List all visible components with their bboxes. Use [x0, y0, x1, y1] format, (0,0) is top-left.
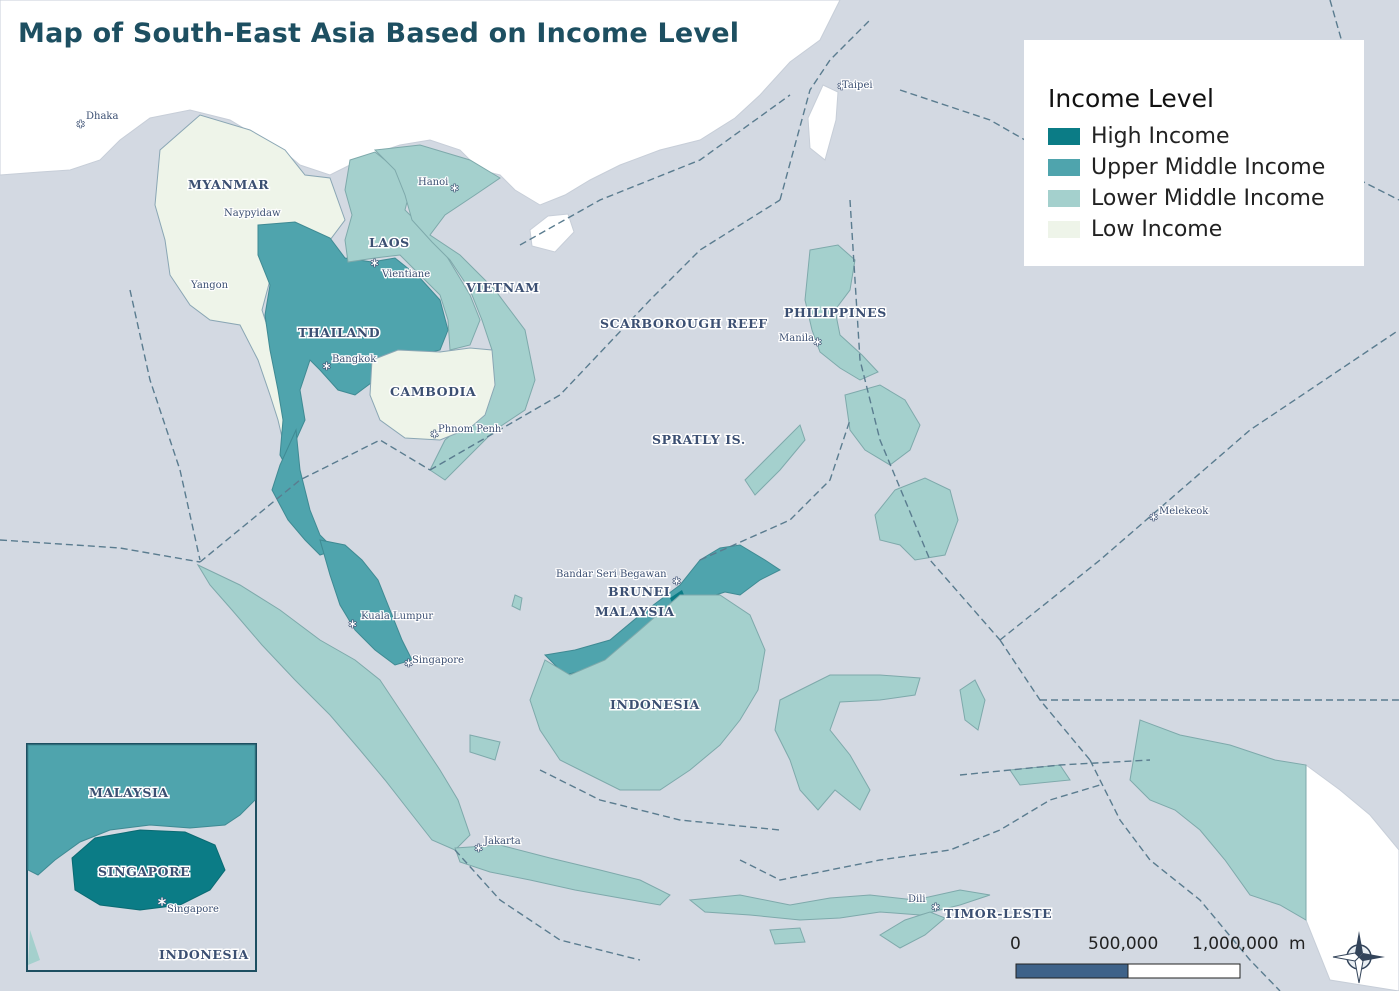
- label-city-bandar-seri-begawan: Bandar Seri Begawan: [556, 569, 667, 580]
- indonesia-sumatra: [196, 563, 471, 851]
- inset-label-malaysia: MALAYSIA: [89, 785, 169, 800]
- asterisk-star-icon: ✱: [157, 895, 167, 909]
- legend-item-high-income: High Income: [1048, 121, 1364, 152]
- thailand-country: [257, 221, 449, 472]
- label-laos: LAOS: [369, 235, 410, 250]
- legend-label: Low Income: [1091, 217, 1223, 242]
- legend-label: Upper Middle Income: [1091, 155, 1326, 180]
- cambodia-country: [369, 347, 496, 441]
- inset-singapore: [71, 829, 226, 911]
- legend-swatch: [1048, 159, 1080, 176]
- inset-label-singapore: SINGAPORE: [98, 864, 190, 879]
- label-timor-leste: TIMOR-LESTE: [944, 906, 1052, 921]
- philippines-luzon: [804, 244, 879, 381]
- taiwan: [807, 84, 839, 161]
- philippines-mindanao: [874, 477, 959, 561]
- scale-tick-0: 0: [1010, 934, 1021, 954]
- scale-bar: [1015, 963, 1241, 979]
- indonesia-java: [454, 844, 671, 906]
- label-city-vientiane: Vientiane: [381, 269, 430, 280]
- legend-label: High Income: [1091, 124, 1230, 149]
- indonesia-timor: [879, 911, 946, 949]
- asterisk-star-icon: ✱: [404, 657, 413, 670]
- label-vietnam: VIETNAM: [465, 280, 540, 295]
- indonesia-lesser-sunda: [688, 889, 991, 921]
- inset-malaysia: [27, 744, 256, 876]
- asterisk-star-icon: ✱: [430, 428, 439, 441]
- label-city-hanoi: Hanoi: [418, 177, 448, 188]
- china-landmass: [0, 0, 841, 206]
- philippines-visayas: [844, 384, 921, 466]
- asterisk-star-icon: ✱: [813, 336, 822, 349]
- scale-tick-1000000: 1,000,000: [1192, 934, 1279, 954]
- label-city-singapore: Singapore: [412, 655, 464, 666]
- asterisk-star-icon: ✱: [450, 182, 459, 195]
- indonesia-sumba: [769, 927, 806, 945]
- compass-rose-icon: [1332, 931, 1385, 984]
- label-city-phnom-penh: Phnom Penh: [438, 424, 502, 435]
- legend-item-low-income: Low Income: [1048, 214, 1364, 245]
- label-scarborough-reef: SCARBOROUGH REEF: [600, 316, 768, 331]
- vietnam-country: [373, 144, 536, 481]
- label-philippines: PHILIPPINES: [784, 305, 887, 320]
- label-city-naypyidaw: Naypyidaw: [224, 208, 281, 219]
- label-city-kuala-lumpur: Kuala Lumpur: [361, 611, 433, 622]
- label-city-bangkok: Bangkok: [332, 354, 377, 365]
- asterisk-star-icon: ✱: [76, 118, 85, 131]
- legend-title: Income Level: [1048, 84, 1214, 113]
- inset-label-singapore-city: Singapore: [167, 904, 219, 915]
- label-indonesia: INDONESIA: [610, 697, 700, 712]
- legend: Income Level High Income Upper Middle In…: [1024, 40, 1364, 266]
- asterisk-star-icon: ✱: [672, 575, 681, 588]
- inset-label-indonesia: INDONESIA: [159, 947, 249, 962]
- legend-item-upper-middle-income: Upper Middle Income: [1048, 152, 1364, 183]
- label-brunei: BRUNEI: [608, 584, 670, 599]
- legend-item-lower-middle-income: Lower Middle Income: [1048, 183, 1364, 214]
- thai-peninsula: [271, 428, 336, 556]
- inset-indonesia-islet: [28, 930, 40, 965]
- scale-unit: m: [1289, 934, 1306, 954]
- asterisk-star-icon: ✱: [474, 842, 483, 855]
- indonesia-maluku: [959, 679, 986, 731]
- indonesia-kalimantan: [529, 594, 766, 791]
- legend-swatch: [1048, 221, 1080, 238]
- label-spratly-islands: SPRATLY IS.: [652, 432, 746, 447]
- legend-label: Lower Middle Income: [1091, 186, 1325, 211]
- label-myanmar: MYANMAR: [188, 177, 269, 192]
- label-city-yangon: Yangon: [190, 280, 229, 291]
- indonesia-papua: [1129, 719, 1307, 921]
- label-city-taipei: Taipei: [842, 80, 873, 91]
- hainan: [529, 213, 575, 253]
- scale-tick-500000: 500,000: [1088, 934, 1159, 954]
- label-malaysia: MALAYSIA: [595, 604, 675, 619]
- bangka-island: [469, 734, 501, 761]
- legend-swatch: [1048, 190, 1080, 207]
- indonesia-sulawesi: [774, 674, 921, 811]
- asterisk-star-icon: ✱: [837, 80, 846, 93]
- label-city-melekeok: Melekeok: [1159, 506, 1209, 517]
- asterisk-star-icon: ✱: [348, 618, 357, 631]
- label-city-jakarta: Jakarta: [483, 836, 521, 847]
- capital-markers: ✱ ✱ ✱ ✱ ✱ ✱ ✱ ✱ ✱ ✱ ✱ ✱ ✱: [76, 80, 1159, 915]
- png-landmass: [1305, 764, 1399, 991]
- asterisk-star-icon: ✱: [931, 901, 940, 914]
- malaysia-peninsula: [319, 539, 413, 666]
- label-cambodia: CAMBODIA: [390, 384, 476, 399]
- asterisk-star-icon: ✱: [322, 360, 331, 373]
- label-thailand: THAILAND: [298, 325, 380, 340]
- map-title: Map of South-East Asia Based on Income L…: [18, 18, 740, 49]
- philippines-palawan: [744, 424, 806, 496]
- asterisk-star-icon: ✱: [1149, 511, 1158, 524]
- label-city-manila: Manila: [779, 333, 814, 344]
- label-city-dili: Dili: [908, 894, 926, 905]
- singapore-inset: MALAYSIA SINGAPORE ✱ Singapore INDONESIA: [26, 743, 257, 972]
- asterisk-star-icon: ✱: [370, 257, 379, 270]
- natuna-islands: [511, 594, 523, 611]
- legend-swatch: [1048, 128, 1080, 145]
- label-city-dhaka: Dhaka: [86, 111, 118, 122]
